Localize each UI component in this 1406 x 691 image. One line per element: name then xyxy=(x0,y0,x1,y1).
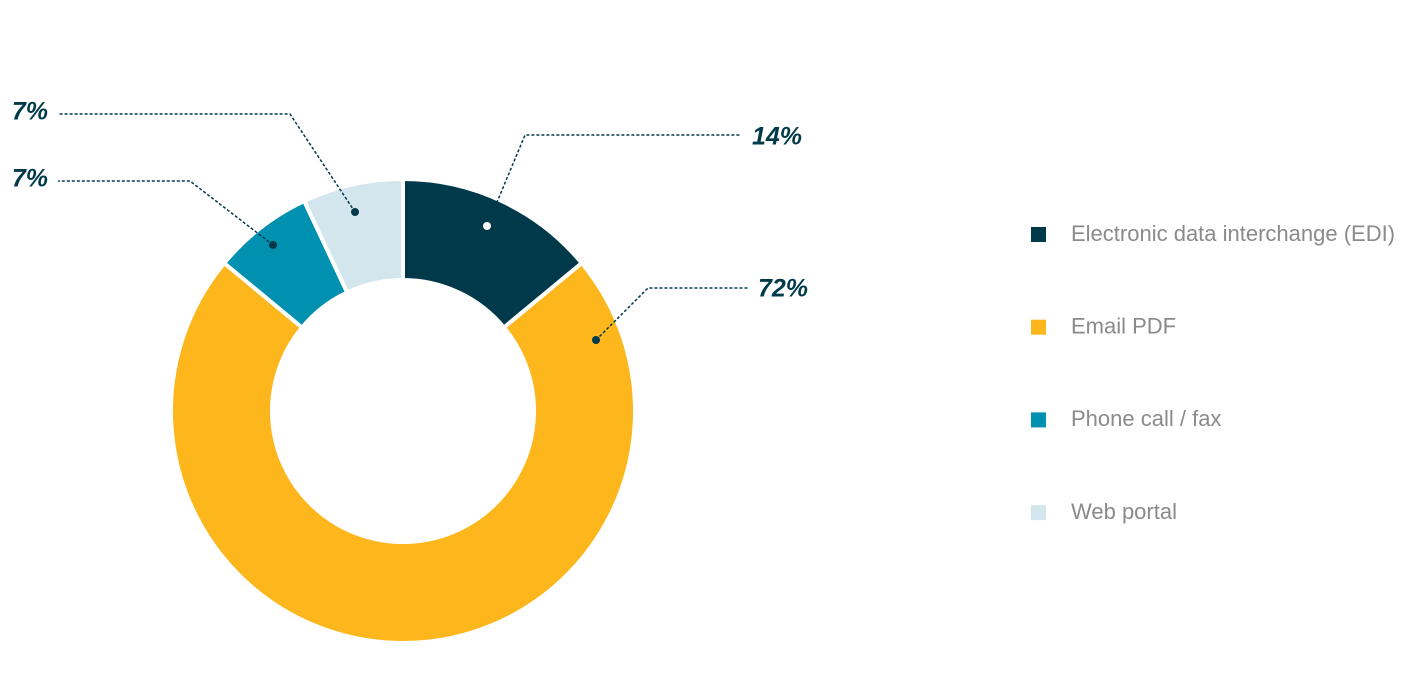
value-label: 7% xyxy=(12,165,48,193)
leader-line xyxy=(595,287,748,341)
legend-label: Web portal xyxy=(1071,499,1177,524)
leader-dot xyxy=(269,241,277,249)
donut-segment xyxy=(169,260,637,645)
leader-line xyxy=(58,113,356,213)
leader-dot xyxy=(351,208,359,216)
leader-line xyxy=(58,180,274,246)
value-label: 7% xyxy=(12,98,48,126)
legend-swatch xyxy=(1031,319,1046,335)
leader-dot xyxy=(483,222,491,230)
leader-dot xyxy=(592,336,600,344)
legend-label: Email PDF xyxy=(1071,314,1176,339)
legend-swatch xyxy=(1031,227,1046,242)
legend-label: Phone call / fax xyxy=(1071,406,1221,431)
value-label: 72% xyxy=(758,275,808,303)
legend-swatch xyxy=(1031,505,1046,521)
donut-segment xyxy=(301,176,405,296)
leader-line xyxy=(486,134,740,227)
legend-label: Electronic data interchange (EDI) xyxy=(1071,221,1395,246)
legend-swatch xyxy=(1031,412,1046,428)
value-label: 14% xyxy=(752,123,802,151)
